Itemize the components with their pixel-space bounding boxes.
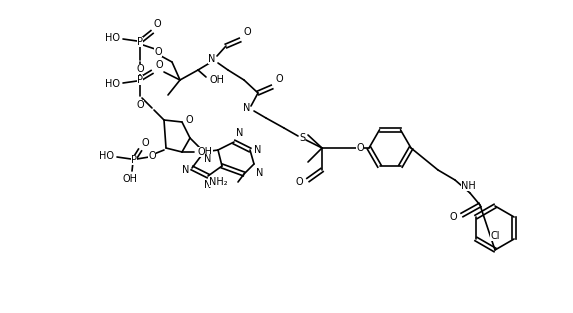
- Text: O: O: [356, 143, 364, 153]
- Text: O: O: [155, 60, 163, 70]
- Text: OH: OH: [210, 75, 225, 85]
- Text: N: N: [207, 54, 215, 64]
- Text: HO: HO: [105, 79, 120, 89]
- Text: N: N: [256, 168, 264, 178]
- Text: O: O: [142, 138, 150, 148]
- Text: OH: OH: [198, 147, 213, 157]
- Text: O: O: [148, 151, 156, 161]
- Text: N: N: [204, 154, 211, 164]
- Text: O: O: [243, 27, 250, 37]
- Text: O: O: [186, 115, 194, 125]
- Text: HO: HO: [105, 33, 120, 43]
- Text: NH: NH: [461, 181, 476, 191]
- Text: O: O: [276, 74, 284, 84]
- Text: O: O: [449, 212, 457, 222]
- Text: N: N: [236, 128, 244, 138]
- Text: N: N: [242, 103, 250, 113]
- Text: NH₂: NH₂: [209, 177, 228, 187]
- Text: P: P: [137, 37, 143, 47]
- Text: O: O: [154, 47, 162, 57]
- Text: HO: HO: [99, 151, 114, 161]
- Text: N: N: [205, 180, 211, 190]
- Text: O: O: [136, 64, 144, 74]
- Text: N: N: [182, 165, 189, 175]
- Text: O: O: [136, 100, 144, 110]
- Text: P: P: [131, 155, 137, 165]
- Text: O: O: [154, 19, 162, 29]
- Text: OH: OH: [123, 174, 138, 184]
- Text: P: P: [137, 75, 143, 85]
- Text: O: O: [295, 177, 303, 187]
- Text: S: S: [299, 133, 305, 143]
- Text: N: N: [254, 145, 261, 155]
- Text: Cl: Cl: [490, 231, 500, 241]
